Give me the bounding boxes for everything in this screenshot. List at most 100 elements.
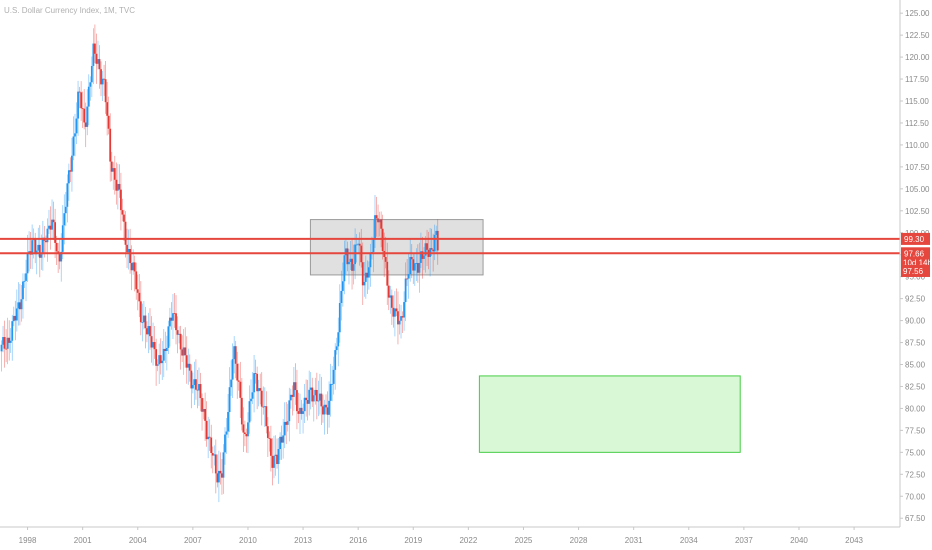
candle-body bbox=[395, 308, 398, 312]
candle-body bbox=[60, 251, 63, 262]
y-tick-label: 102.50 bbox=[905, 207, 930, 216]
candle-body bbox=[420, 251, 422, 263]
candle-body bbox=[311, 387, 314, 402]
candle-body bbox=[127, 249, 130, 253]
candle-body bbox=[300, 407, 303, 414]
candle-body bbox=[430, 248, 433, 250]
candle-body bbox=[234, 346, 237, 364]
candle-body bbox=[164, 348, 167, 352]
candle-body bbox=[291, 394, 294, 397]
candle-body bbox=[386, 261, 389, 286]
candle-body bbox=[416, 263, 419, 273]
candle-body bbox=[257, 388, 260, 392]
candle-body bbox=[129, 249, 132, 264]
candle-body bbox=[211, 453, 214, 456]
candle-body bbox=[340, 290, 343, 303]
candle-body bbox=[193, 379, 196, 386]
candle-body bbox=[63, 213, 66, 226]
candle-body bbox=[289, 394, 292, 401]
candle-body bbox=[133, 262, 136, 272]
candle-body bbox=[314, 389, 317, 396]
candle-body bbox=[204, 408, 207, 421]
candle-body bbox=[302, 411, 304, 414]
candle-body bbox=[315, 389, 318, 402]
candle-body bbox=[167, 326, 170, 348]
candle-body bbox=[404, 278, 407, 303]
candle-body bbox=[162, 348, 165, 361]
candle-body bbox=[400, 316, 402, 321]
candle-body bbox=[374, 215, 376, 239]
candle-body bbox=[292, 382, 295, 397]
candle-body bbox=[107, 115, 110, 129]
y-tick-label: 85.00 bbox=[905, 361, 926, 370]
candle-body bbox=[364, 272, 367, 282]
candle-body bbox=[345, 248, 347, 256]
y-tick-label: 117.50 bbox=[905, 75, 929, 84]
candle-body bbox=[207, 436, 210, 440]
candle-body bbox=[274, 454, 277, 456]
candle-body bbox=[322, 406, 324, 415]
x-tick-label: 2031 bbox=[625, 536, 643, 545]
candle-body bbox=[233, 346, 236, 360]
candle-body bbox=[123, 214, 125, 222]
candle-body bbox=[337, 332, 340, 347]
candle-body bbox=[351, 258, 353, 271]
candle-body bbox=[294, 382, 297, 391]
candle-body bbox=[141, 322, 144, 324]
candle-body bbox=[363, 281, 366, 286]
candle-body bbox=[86, 106, 89, 127]
candle-body bbox=[12, 315, 15, 322]
candle-body bbox=[205, 420, 208, 440]
y-tick-label: 125.00 bbox=[905, 9, 930, 18]
candle-body bbox=[297, 411, 300, 414]
candle-body bbox=[45, 240, 47, 243]
candle-body bbox=[84, 122, 87, 127]
candle-body bbox=[152, 342, 154, 348]
candle-body bbox=[6, 337, 9, 349]
candle-body bbox=[14, 315, 17, 321]
candle-body bbox=[9, 340, 12, 343]
candle-body bbox=[173, 313, 176, 315]
candle-body bbox=[421, 251, 424, 259]
candle-body bbox=[156, 364, 159, 366]
candle-body bbox=[11, 321, 14, 341]
candle-body bbox=[224, 434, 226, 453]
candle-body bbox=[230, 379, 233, 388]
candle-body bbox=[375, 215, 378, 219]
y-tick-label: 120.00 bbox=[905, 53, 930, 62]
y-tick-label: 72.50 bbox=[905, 470, 926, 479]
candle-body bbox=[424, 243, 427, 256]
candle-body bbox=[328, 400, 330, 415]
candle-body bbox=[69, 170, 72, 172]
candle-body bbox=[282, 435, 285, 443]
time-axis[interactable]: 1998 2001 2004 2007 2010 2013 2016 2019 2022 2025… bbox=[19, 527, 864, 545]
candle-body bbox=[253, 373, 255, 393]
candle-body bbox=[187, 363, 190, 368]
consolidation-zone-box[interactable] bbox=[309, 219, 484, 276]
y-tick-label: 70.00 bbox=[905, 492, 926, 501]
candle-body bbox=[227, 412, 229, 432]
candle-body bbox=[254, 373, 257, 374]
candle-body bbox=[433, 234, 436, 252]
candle-body bbox=[338, 302, 341, 333]
candle-body bbox=[196, 389, 199, 391]
candle-body bbox=[118, 183, 121, 190]
candle-body bbox=[132, 262, 135, 271]
candle-body bbox=[317, 400, 320, 402]
candle-body bbox=[51, 219, 53, 230]
candle-body bbox=[228, 387, 231, 413]
candle-body bbox=[158, 355, 161, 365]
candle-body bbox=[401, 316, 404, 318]
candle-body bbox=[250, 398, 252, 402]
target-zone-box[interactable] bbox=[478, 375, 741, 453]
candle-body bbox=[403, 302, 405, 318]
candle-body bbox=[251, 392, 254, 399]
candle-body bbox=[398, 320, 401, 325]
candle-body bbox=[38, 244, 41, 258]
candle-body bbox=[66, 183, 69, 207]
candle-body bbox=[153, 342, 156, 350]
candle-body bbox=[115, 179, 118, 191]
candle-body bbox=[352, 264, 355, 271]
